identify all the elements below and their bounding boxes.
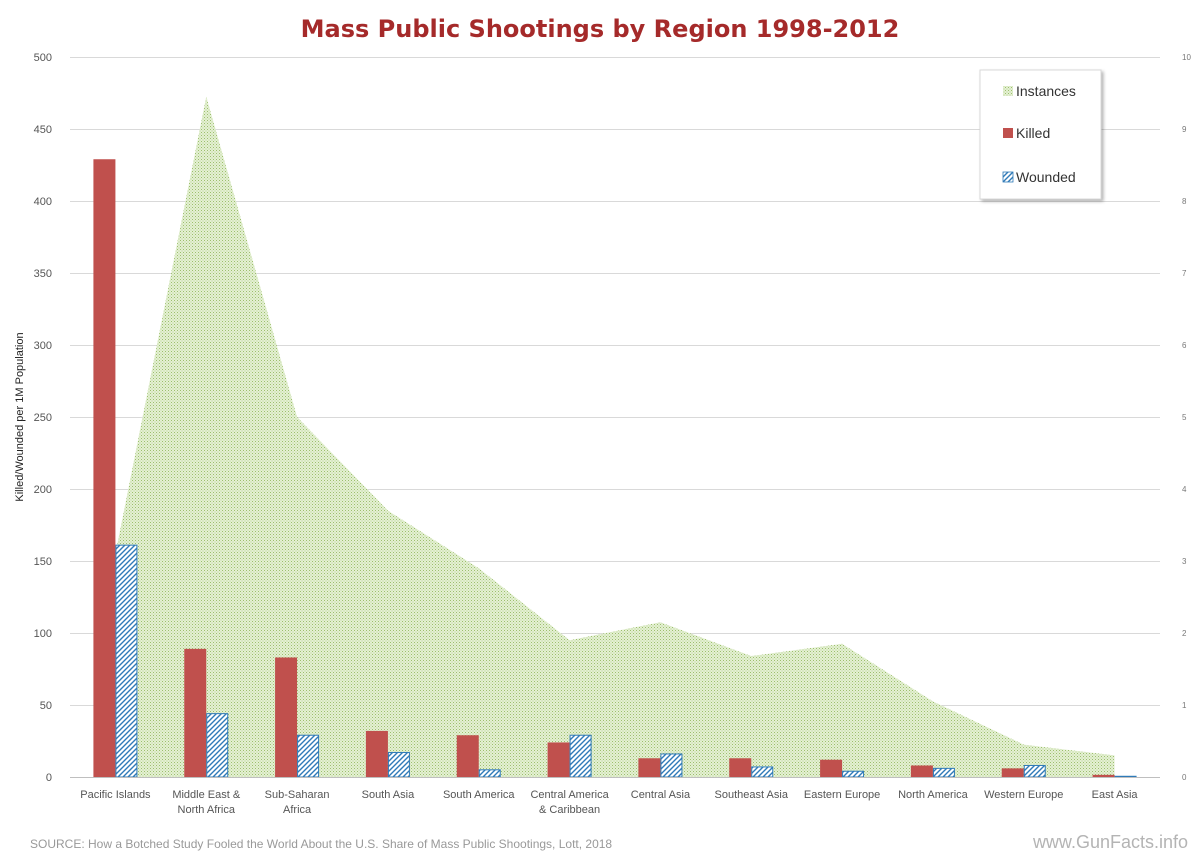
wounded-bar [206, 713, 229, 778]
killed-bar [910, 765, 933, 777]
y2-tick-label: 1 [1182, 701, 1187, 710]
category-label: Western Europe [984, 789, 1063, 801]
y2-tick-label: 10 [1182, 53, 1191, 62]
wounded-bar [660, 753, 683, 778]
legend-swatch-wounded [1002, 171, 1014, 183]
category-label: East Asia [1092, 789, 1139, 801]
killed-bar [365, 730, 388, 777]
y-tick-label: 150 [34, 556, 52, 568]
y-tick-label: 250 [34, 412, 52, 424]
y-tick-label: 350 [34, 268, 52, 280]
wounded-bar [569, 734, 592, 778]
y-tick-label: 100 [34, 628, 52, 640]
category-label: Central Asia [631, 789, 691, 801]
y2-tick-label: 3 [1182, 557, 1187, 566]
wounded-bar [478, 769, 501, 778]
killed-bar [547, 742, 570, 777]
y-tick-label: 500 [34, 52, 52, 64]
killed-bar [820, 759, 843, 777]
y2-tick-label: 7 [1182, 269, 1187, 278]
category-labels: Pacific Islands Middle East & North Africa… [80, 789, 1138, 816]
killed-bar [456, 735, 479, 777]
wounded-bar [115, 544, 138, 778]
legend-label-instances: Instances [1016, 83, 1076, 99]
chart-title: Mass Public Shootings by Region 1998-201… [301, 15, 900, 43]
killed-bar [729, 758, 752, 777]
wounded-bar [387, 752, 410, 778]
wounded-bar [932, 767, 955, 778]
legend-swatch-instances [1003, 86, 1013, 96]
y2-tick-label: 9 [1182, 125, 1187, 134]
killed-bar [1001, 768, 1024, 777]
y2-tick-label: 5 [1182, 413, 1187, 422]
legend-swatch-killed [1003, 128, 1013, 138]
category-label: Southeast Asia [715, 789, 789, 801]
y2-tick-label: 6 [1182, 341, 1187, 350]
legend: Instances Killed Wounded [979, 69, 1102, 200]
y-tick-label: 0 [46, 772, 52, 784]
category-label: South Asia [362, 789, 415, 801]
category-label: Eastern Europe [804, 789, 880, 801]
instances-area [115, 96, 1115, 778]
wounded-bar [842, 770, 865, 778]
brand-watermark: www.GunFacts.info [1032, 832, 1188, 852]
y-tick-label: 400 [34, 196, 52, 208]
wounded-bar [297, 734, 320, 778]
category-label: Middle East & North Africa [172, 789, 241, 816]
y2-tick-label: 4 [1182, 485, 1187, 494]
killed-bar [184, 648, 207, 777]
y-axis-label: Killed/Wounded per 1M Population [14, 332, 26, 501]
category-label: Central America & Caribbean [530, 789, 609, 816]
wounded-bar [751, 766, 774, 778]
category-label: North America [898, 789, 969, 801]
instances-area-layer [115, 96, 1115, 778]
y2-axis-ticks: 0 1 2 3 4 5 6 7 8 9 10 [1182, 53, 1191, 782]
category-label: Sub-Saharan Africa [265, 789, 330, 816]
y2-tick-label: 2 [1182, 629, 1187, 638]
category-label: Pacific Islands [80, 789, 151, 801]
y-tick-label: 300 [34, 340, 52, 352]
y-tick-label: 200 [34, 484, 52, 496]
y2-tick-label: 8 [1182, 197, 1187, 206]
killed-bar [93, 159, 116, 778]
category-label: South America [443, 789, 515, 801]
killed-bar [638, 758, 661, 777]
killed-bar [275, 657, 298, 777]
y-axis-ticks: 0 50 100 150 200 250 300 350 400 450 500 [34, 52, 52, 784]
wounded-bar [1023, 764, 1046, 778]
wounded-bar [1114, 775, 1137, 778]
source-note: SOURCE: How a Botched Study Fooled the W… [30, 837, 612, 851]
legend-label-wounded: Wounded [1016, 169, 1076, 185]
y-tick-label: 50 [40, 700, 52, 712]
y2-tick-label: 0 [1182, 773, 1187, 782]
legend-box [979, 69, 1102, 200]
bars-layer [93, 159, 1137, 778]
y-tick-label: 450 [34, 124, 52, 136]
legend-label-killed: Killed [1016, 125, 1050, 141]
killed-bar [1092, 774, 1115, 777]
